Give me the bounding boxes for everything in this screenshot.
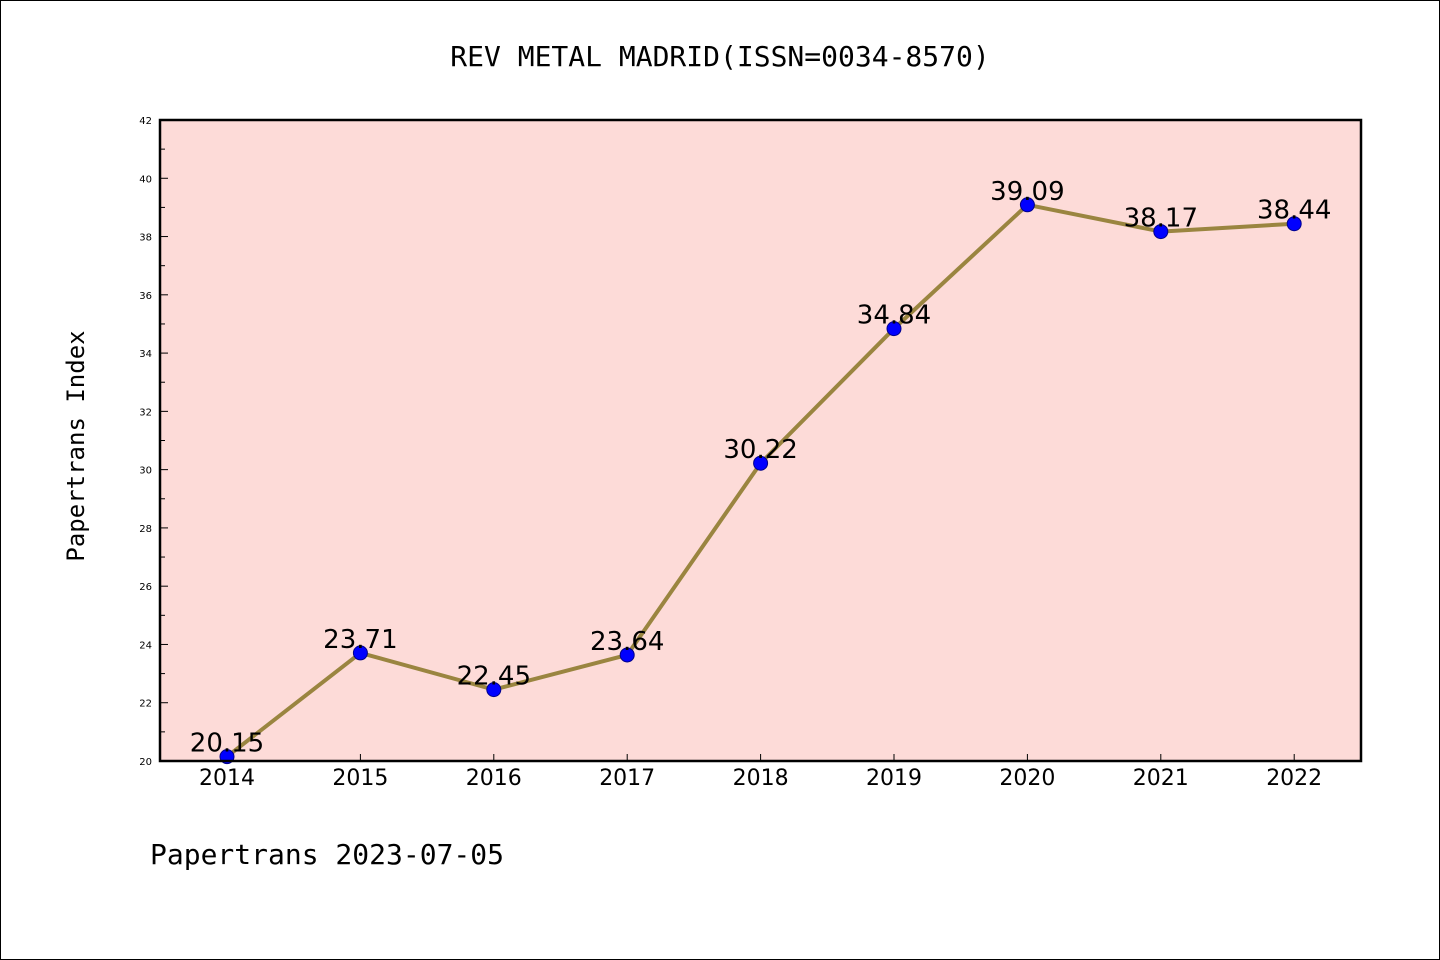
y-tick-label: 28: [139, 524, 152, 535]
data-point: [886, 321, 902, 337]
x-tick-label: 2018: [733, 766, 789, 791]
data-label: 23.71: [323, 625, 397, 655]
footer-text: Papertrans 2023-07-05: [150, 838, 504, 871]
x-tick-label: 2014: [199, 766, 255, 791]
data-label: 23.64: [590, 627, 664, 657]
y-tick-label: 36: [139, 291, 152, 302]
data-point: [753, 455, 769, 471]
plot-border: [158, 118, 1363, 763]
x-tick-label: 2015: [332, 766, 388, 791]
data-label: 38.44: [1257, 196, 1331, 226]
data-label: 39.09: [990, 177, 1064, 207]
y-tick-label: 40: [139, 174, 152, 185]
y-tick-label: 20: [139, 757, 152, 768]
x-tick-label: 2022: [1266, 766, 1322, 791]
x-tick-label: 2016: [466, 766, 522, 791]
y-axis-label: Papertrans Index: [62, 330, 90, 561]
y-tick-label: 26: [139, 582, 152, 593]
x-axis: 2014 2015 2016 2017 2018 2019 2020 2021 2022: [199, 754, 1322, 791]
x-tick-label: 2017: [599, 766, 655, 791]
chart-title: REV METAL MADRID(ISSN=0034-8570): [450, 40, 989, 73]
data-point: [619, 647, 635, 663]
data-point: [1019, 197, 1035, 213]
data-point: [1286, 216, 1302, 232]
x-tick-label: 2020: [999, 766, 1055, 791]
y-tick-label: 38: [139, 233, 152, 244]
y-tick-label: 34: [139, 349, 152, 360]
data-label: 22.45: [457, 662, 531, 692]
y-tick-label: 30: [139, 466, 152, 477]
y-tick-label: 24: [139, 640, 152, 651]
y-tick-label: 42: [139, 116, 152, 127]
data-label: 34.84: [857, 301, 931, 331]
data-point: [352, 645, 368, 661]
y-tick-label: 22: [139, 699, 152, 710]
data-label-group: 20.15 23.71 22.45 23.64 30.22 34.84 39.09 38.17…: [190, 177, 1332, 759]
data-point: [486, 682, 502, 698]
data-point: [1153, 224, 1169, 240]
y-tick-label: 32: [139, 407, 152, 418]
x-tick-label: 2021: [1133, 766, 1189, 791]
data-label: 38.17: [1124, 204, 1198, 234]
data-label: 30.22: [723, 435, 797, 465]
data-label: 20.15: [190, 729, 264, 759]
x-tick-label: 2019: [866, 766, 922, 791]
